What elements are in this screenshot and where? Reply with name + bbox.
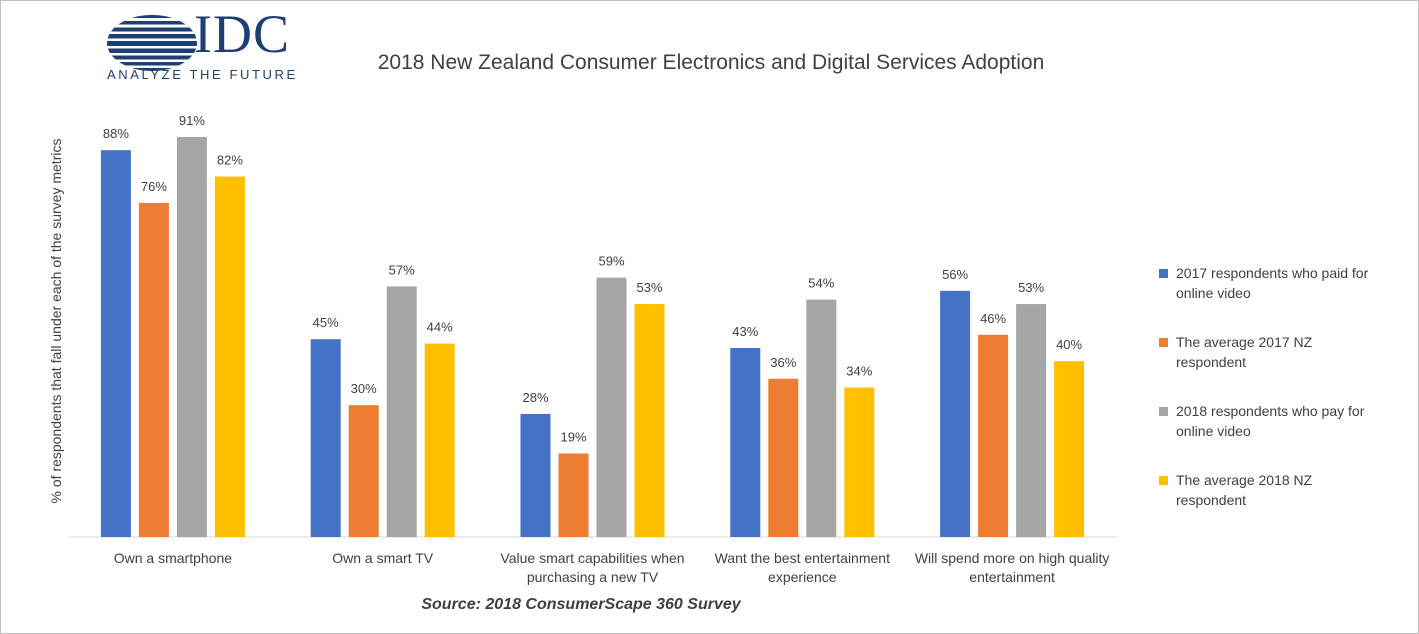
legend-label: The average 2017 NZ respondent xyxy=(1176,334,1313,370)
legend-label: The average 2018 NZ respondent xyxy=(1176,472,1313,508)
data-label: 91% xyxy=(179,113,205,128)
bar xyxy=(596,277,627,537)
category-label: Will spend more on high quality entertain… xyxy=(915,550,1110,585)
legend-swatch xyxy=(1159,476,1168,485)
bar xyxy=(1016,304,1047,537)
bar xyxy=(310,339,341,537)
data-label: 43% xyxy=(732,324,758,339)
category-label: Want the best entertainment experience xyxy=(715,550,890,585)
data-label: 46% xyxy=(980,311,1006,326)
chart-title: 2018 New Zealand Consumer Electronics an… xyxy=(377,51,1045,74)
data-label: 53% xyxy=(636,280,662,295)
source-note: Source: 2018 ConsumerScape 360 Survey xyxy=(421,596,741,613)
data-label: 19% xyxy=(560,429,586,444)
bar xyxy=(176,137,207,537)
bar xyxy=(1054,361,1085,537)
bar xyxy=(978,334,1009,537)
data-label: 34% xyxy=(846,364,872,379)
bar xyxy=(100,150,131,537)
data-label: 88% xyxy=(103,126,129,141)
bar xyxy=(940,290,971,537)
data-label: 45% xyxy=(313,315,339,330)
bar xyxy=(806,299,837,537)
data-label: 82% xyxy=(217,153,243,168)
category-label: Own a smartphone xyxy=(114,550,232,566)
data-label: 53% xyxy=(1018,280,1044,295)
data-label: 30% xyxy=(351,381,377,396)
bar xyxy=(424,343,455,537)
data-label: 54% xyxy=(808,276,834,291)
bar xyxy=(520,413,551,537)
bar xyxy=(730,347,761,537)
category-label: Value smart capabilities when purchasing … xyxy=(500,550,684,585)
bar xyxy=(214,176,245,538)
data-label: 59% xyxy=(598,254,624,269)
bar-chart-plot: 88% 76% 91% 82% Own a smartphone 45% 30% 57% 44%… xyxy=(68,113,1117,585)
data-label: 36% xyxy=(770,355,796,370)
data-label: 44% xyxy=(427,320,453,335)
logo-wordmark: IDC xyxy=(194,4,290,64)
bar xyxy=(138,202,169,537)
legend-swatch xyxy=(1159,338,1168,347)
bar xyxy=(634,304,665,537)
data-label: 76% xyxy=(141,179,167,194)
logo-tagline: ANALYZE THE FUTURE xyxy=(107,67,298,82)
bar xyxy=(386,286,417,537)
category-label: Own a smart TV xyxy=(332,550,434,566)
idc-logo-globe-icon xyxy=(107,15,197,71)
bar xyxy=(768,378,799,537)
data-label: 28% xyxy=(522,390,548,405)
data-label: 57% xyxy=(389,262,415,277)
bar xyxy=(558,453,589,537)
legend-swatch xyxy=(1159,269,1168,278)
bar xyxy=(844,387,875,537)
data-label: 40% xyxy=(1056,337,1082,352)
legend-label: 2018 respondents who pay for online video xyxy=(1176,403,1365,439)
legend-swatch xyxy=(1159,407,1168,416)
legend-label: 2017 respondents who paid for online vide… xyxy=(1176,265,1369,301)
data-label: 56% xyxy=(942,267,968,282)
bar xyxy=(348,405,379,537)
